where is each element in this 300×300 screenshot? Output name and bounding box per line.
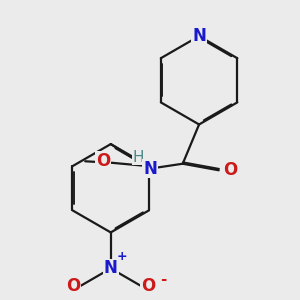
Text: N: N [143, 160, 157, 178]
Text: O: O [66, 278, 80, 296]
Text: N: N [104, 260, 118, 278]
Text: H: H [133, 150, 144, 165]
Text: O: O [223, 161, 237, 179]
Text: O: O [96, 152, 110, 170]
Text: N: N [192, 27, 206, 45]
Text: -: - [160, 272, 166, 287]
Text: O: O [141, 278, 155, 296]
Text: +: + [117, 250, 128, 263]
